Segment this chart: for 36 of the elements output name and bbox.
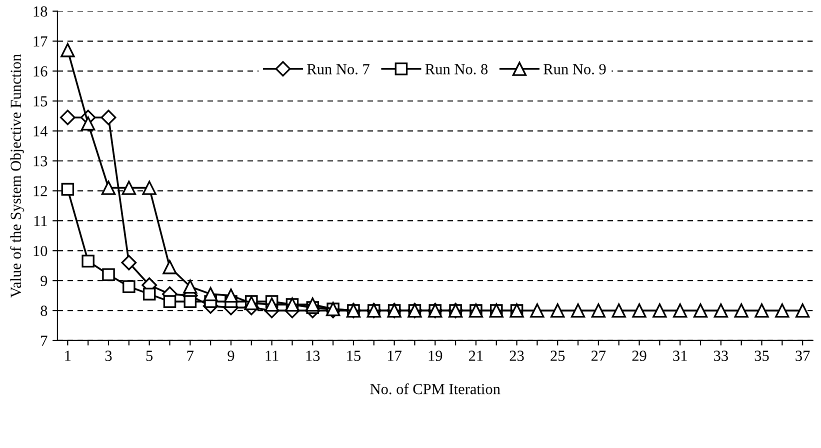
- y-axis-title: Value of the System Objective Function: [10, 54, 24, 298]
- y-tick-label: 9: [40, 276, 48, 286]
- x-tick-label: 19: [428, 350, 442, 361]
- legend-label: Run No. 7: [307, 64, 370, 74]
- x-tick-label: 33: [714, 350, 728, 361]
- x-tick-label: 21: [468, 350, 483, 361]
- x-tick-label: 3: [105, 350, 112, 361]
- x-tick-label: 37: [796, 350, 810, 361]
- x-tick-label: 13: [306, 350, 320, 361]
- y-tick-label: 17: [34, 36, 48, 46]
- x-axis-title: No. of CPM Iteration: [370, 383, 500, 394]
- y-tick-label: 14: [34, 126, 48, 136]
- x-tick-label: 11: [266, 350, 278, 361]
- x-tick-label: 15: [347, 350, 361, 361]
- x-tick-label: 29: [632, 350, 646, 361]
- legend-label: Run No. 9: [544, 64, 606, 74]
- y-tick-label: 18: [34, 6, 48, 17]
- y-tick-label: 10: [34, 246, 48, 256]
- y-tick-label: 8: [40, 306, 48, 316]
- x-tick-label: 7: [187, 350, 194, 361]
- y-tick-label: 15: [34, 96, 48, 106]
- legend-label: Run No. 8: [425, 64, 488, 74]
- y-tick-label: 16: [34, 66, 48, 77]
- x-tick-label: 17: [388, 350, 402, 361]
- y-tick-label: 13: [34, 156, 48, 166]
- x-tick-label: 9: [228, 350, 234, 361]
- x-tick-label: 27: [591, 350, 606, 361]
- y-tick-label: 7: [41, 336, 48, 346]
- x-tick-label: 31: [673, 350, 687, 361]
- x-tick-label: 23: [510, 350, 524, 361]
- y-tick-label: 12: [34, 186, 47, 196]
- x-tick-label: 1: [65, 350, 71, 361]
- x-tick-label: 5: [146, 350, 153, 361]
- x-tick-label: 35: [754, 350, 769, 361]
- x-tick-label: 25: [550, 350, 565, 361]
- y-tick-label: 11: [34, 216, 47, 226]
